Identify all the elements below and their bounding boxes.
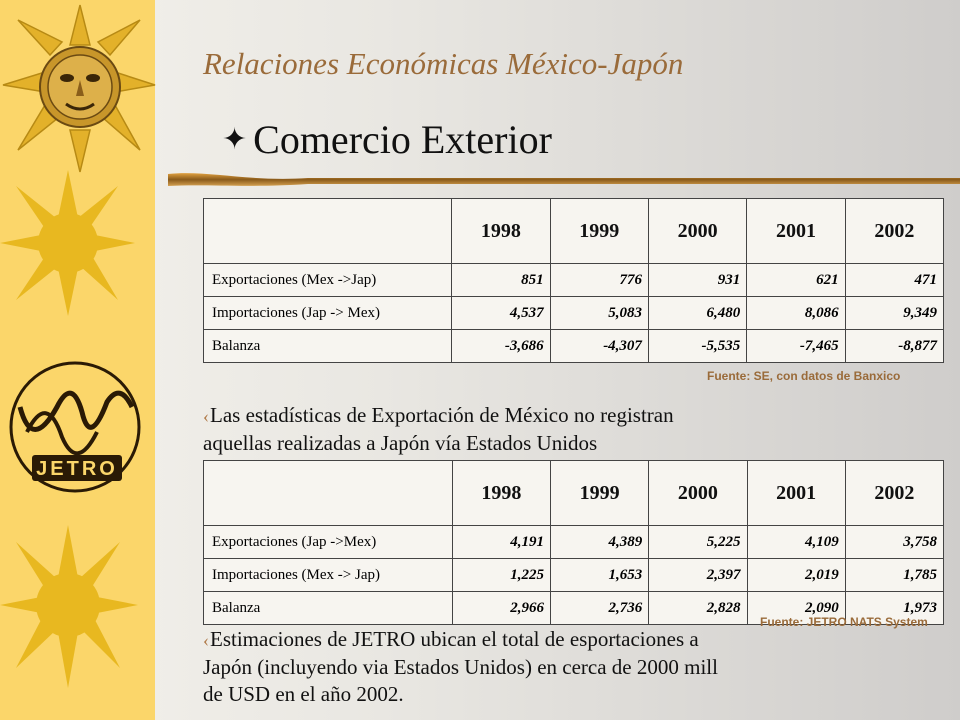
value-cell: -4,307 xyxy=(549,329,649,363)
table-row: Importaciones (Mex -> Jap) 1,225 1,653 2… xyxy=(203,558,945,592)
value-cell: -5,535 xyxy=(647,329,748,363)
trade-table-japan-mexico: 1998 1999 2000 2001 2002 Exportaciones (… xyxy=(203,460,945,625)
value-cell: 4,191 xyxy=(451,525,552,559)
value-cell: 621 xyxy=(746,263,846,297)
year-header: 2002 xyxy=(844,198,945,264)
value-cell: 8,086 xyxy=(746,296,846,330)
year-header: 2001 xyxy=(746,198,846,264)
value-cell: 5,225 xyxy=(648,525,748,559)
bullet-icon: ‹ xyxy=(203,406,209,426)
decorative-rule xyxy=(168,173,960,186)
row-label: Exportaciones (Jap ->Mex) xyxy=(203,525,453,559)
value-cell: 1,653 xyxy=(550,558,650,592)
value-cell: 9,349 xyxy=(844,296,945,330)
value-cell: 4,109 xyxy=(746,525,846,559)
value-cell: 3,758 xyxy=(844,525,945,559)
value-cell: 471 xyxy=(844,263,945,297)
year-header: 2001 xyxy=(746,460,846,526)
value-cell: 2,090 xyxy=(746,591,846,625)
row-label: Balanza xyxy=(202,329,453,363)
value-cell: -8,877 xyxy=(844,329,945,363)
year-header: 2000 xyxy=(647,198,748,264)
value-cell: 851 xyxy=(451,263,551,297)
paragraph-1: ‹Las estadísticas de Exportación de Méxi… xyxy=(203,402,674,457)
paragraph-1-line-2: aquellas realizadas a Japón vía Estados … xyxy=(203,431,598,455)
sun-icon xyxy=(0,170,135,316)
slide-title: Relaciones Económicas México-Japón xyxy=(203,46,684,81)
table2-source: Fuente: JETRO NATS System xyxy=(760,615,928,629)
sun-face-icon xyxy=(2,4,156,173)
section-heading: ✦ Comercio Exterior xyxy=(222,116,552,163)
paragraph-1-line-1: Las estadísticas de Exportación de Méxic… xyxy=(210,403,674,427)
table-header-row: 1998 1999 2000 2001 2002 xyxy=(203,460,945,526)
table-row: Balanza -3,686 -4,307 -5,535 -7,465 -8,8… xyxy=(202,329,945,363)
paragraph-2-line-1: Estimaciones de JETRO ubican el total de… xyxy=(210,627,699,651)
paragraph-2-line-2: Japón (incluyendo via Estados Unidos) en… xyxy=(203,655,718,679)
year-header: 1998 xyxy=(451,198,551,264)
value-cell: 6,480 xyxy=(647,296,748,330)
value-cell: 2,966 xyxy=(451,591,552,625)
value-cell: -7,465 xyxy=(746,329,846,363)
header-corner-cell xyxy=(203,460,453,526)
trade-table-mexico-japan: 1998 1999 2000 2001 2002 Exportaciones (… xyxy=(202,198,945,363)
table-header-row: 1998 1999 2000 2001 2002 xyxy=(202,198,945,264)
value-cell: 2,397 xyxy=(648,558,748,592)
jetro-logo-text: JETRO xyxy=(36,458,118,480)
table-row: Exportaciones (Mex ->Jap) 851 776 931 62… xyxy=(202,263,945,297)
star-bullet-icon: ✦ xyxy=(222,123,248,156)
paragraph-2: ‹Estimaciones de JETRO ubican el total d… xyxy=(203,626,718,708)
year-header: 2000 xyxy=(648,460,748,526)
value-cell: 4,389 xyxy=(550,525,650,559)
row-label: Balanza xyxy=(203,591,453,625)
year-header: 1999 xyxy=(550,460,650,526)
value-cell: 776 xyxy=(549,263,649,297)
table1-source: Fuente: SE, con datos de Banxico xyxy=(707,369,901,383)
jetro-logo: JETRO xyxy=(9,361,141,493)
value-cell: 2,736 xyxy=(550,591,650,625)
header-corner-cell xyxy=(202,198,453,264)
value-cell: 2,019 xyxy=(746,558,846,592)
paragraph-2-line-3: de USD en el año 2002. xyxy=(203,682,404,706)
value-cell: 1,225 xyxy=(451,558,552,592)
table-row: Balanza 2,966 2,736 2,828 2,090 1,973 xyxy=(203,591,945,625)
row-label: Importaciones (Jap -> Mex) xyxy=(202,296,453,330)
year-header: 2002 xyxy=(844,460,945,526)
value-cell: 1,973 xyxy=(844,591,945,625)
row-label: Exportaciones (Mex ->Jap) xyxy=(202,263,453,297)
value-cell: 931 xyxy=(647,263,748,297)
table-row: Exportaciones (Jap ->Mex) 4,191 4,389 5,… xyxy=(203,525,945,559)
value-cell: 4,537 xyxy=(451,296,551,330)
year-header: 1998 xyxy=(451,460,552,526)
table-row: Importaciones (Jap -> Mex) 4,537 5,083 6… xyxy=(202,296,945,330)
row-label: Importaciones (Mex -> Jap) xyxy=(203,558,453,592)
value-cell: 5,083 xyxy=(549,296,649,330)
value-cell: 1,785 xyxy=(844,558,945,592)
value-cell: 2,828 xyxy=(648,591,748,625)
sun-icon xyxy=(0,525,138,688)
year-header: 1999 xyxy=(549,198,649,264)
section-heading-text: Comercio Exterior xyxy=(253,117,552,162)
bullet-icon: ‹ xyxy=(203,630,209,650)
value-cell: -3,686 xyxy=(451,329,551,363)
